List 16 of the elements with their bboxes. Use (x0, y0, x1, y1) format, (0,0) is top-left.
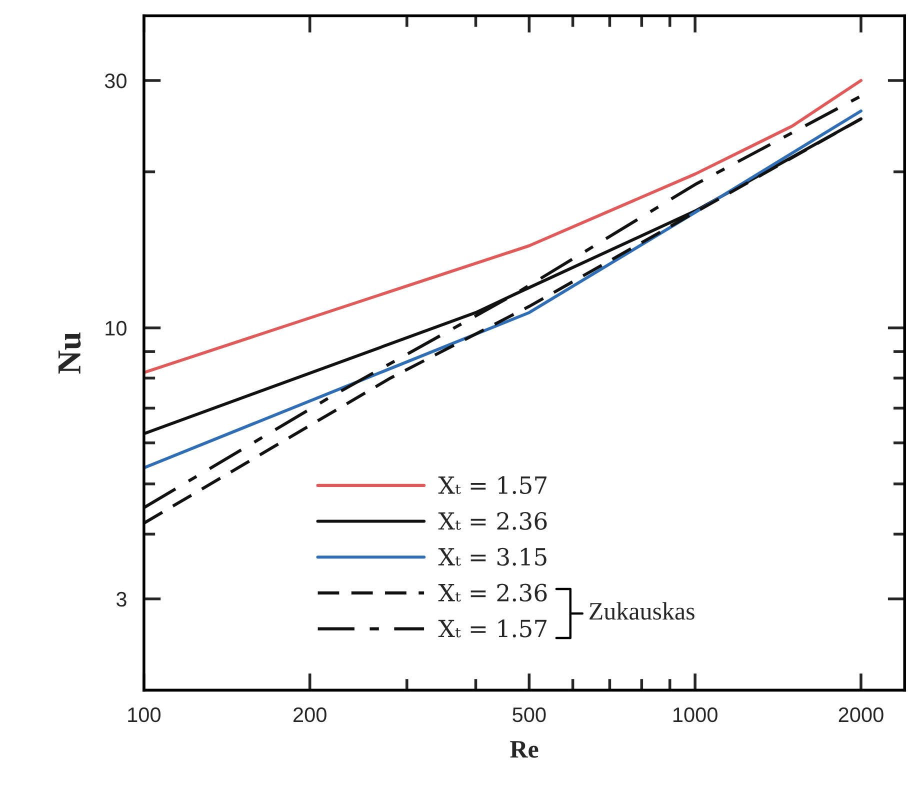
x-tick-label: 100 (128, 707, 161, 722)
y-tick-label: 30 (104, 74, 126, 88)
legend-label: Xₜ = 2.36 (438, 512, 547, 530)
x-tick-label: 1000 (673, 707, 718, 722)
x-tick-label: 2000 (838, 707, 884, 722)
y-axis-title: Nu (58, 332, 81, 374)
annotation: Zukauskas (590, 602, 694, 620)
y-tick-label: 10 (106, 320, 126, 336)
x-axis-title: Re (510, 741, 538, 758)
legend-label: Xₜ = 2.36 (438, 584, 547, 602)
legend-label: Xₜ = 1.57 (438, 620, 546, 638)
y-tick-label: 3 (116, 592, 126, 607)
x-tick-label: 500 (512, 707, 546, 722)
legend-label: Xₜ = 1.57 (438, 476, 546, 494)
x-tick-label: 200 (294, 707, 326, 722)
legend-label: Xₜ = 3.15 (438, 548, 546, 566)
